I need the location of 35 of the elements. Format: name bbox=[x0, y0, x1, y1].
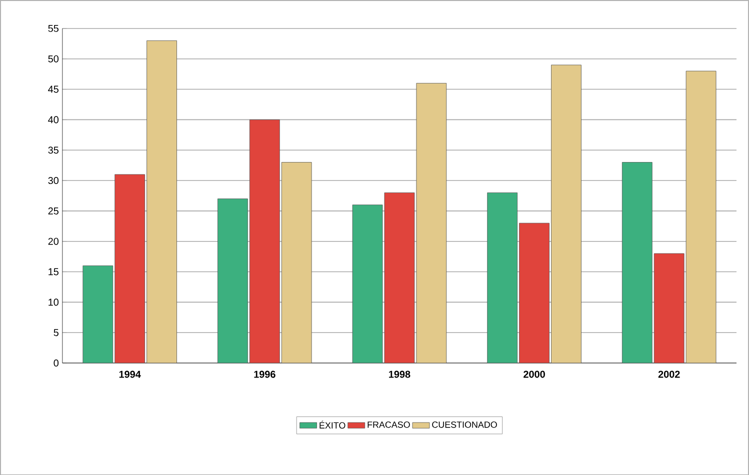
bar bbox=[519, 222, 550, 363]
legend-label: ÉXITO bbox=[320, 420, 346, 428]
bar bbox=[249, 119, 280, 363]
bar bbox=[622, 162, 652, 363]
y-tick-label: 25 bbox=[48, 207, 58, 214]
x-tick-label: 1996 bbox=[254, 370, 276, 378]
y-tick-label: 50 bbox=[48, 55, 59, 62]
bar bbox=[686, 70, 716, 363]
bar bbox=[82, 265, 114, 363]
y-tick-label: 0 bbox=[54, 359, 59, 366]
bar bbox=[487, 192, 518, 363]
y-tick-label: 40 bbox=[48, 116, 59, 124]
y-tick-label: 20 bbox=[48, 238, 59, 245]
bar bbox=[352, 204, 383, 363]
y-tick-label: 55 bbox=[48, 24, 58, 32]
x-tick-label: 1994 bbox=[119, 370, 141, 378]
legend-label: CUESTIONADO bbox=[432, 421, 497, 428]
x-tick-label: 1998 bbox=[389, 370, 410, 378]
bar bbox=[146, 40, 177, 363]
y-tick-label: 5 bbox=[54, 328, 58, 336]
bar bbox=[114, 174, 146, 363]
bar bbox=[281, 162, 312, 363]
bar bbox=[551, 64, 582, 363]
y-tick-label: 10 bbox=[48, 298, 59, 306]
x-tick-label: 2002 bbox=[658, 370, 680, 378]
x-tick-label: 2000 bbox=[524, 370, 545, 378]
y-tick-label: 30 bbox=[48, 176, 59, 184]
y-tick-label: 45 bbox=[48, 86, 58, 93]
legend-label: FRACASO bbox=[368, 421, 410, 428]
bar bbox=[384, 192, 415, 363]
y-tick-label: 35 bbox=[48, 146, 58, 154]
bar bbox=[218, 198, 248, 363]
y-tick-label: 15 bbox=[48, 268, 58, 276]
bar bbox=[416, 82, 447, 363]
bar bbox=[654, 253, 684, 363]
